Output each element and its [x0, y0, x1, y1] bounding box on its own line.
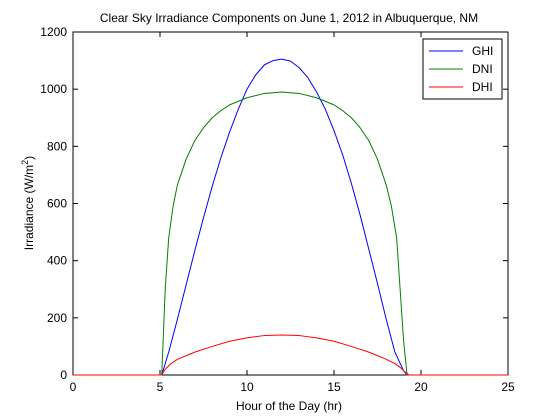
y-tick-label: 1200 [40, 25, 67, 39]
y-tick-label: 800 [47, 139, 67, 153]
x-axis: 0 5 10 15 20 25 [70, 32, 515, 394]
x-tick-label: 15 [327, 380, 341, 394]
x-tick-label: 10 [240, 380, 254, 394]
y-axis-title-main: Irradiance (W/m [22, 165, 36, 250]
series-line-dhi [73, 334, 508, 376]
chart-title: Clear Sky Irradiance Components on June … [100, 11, 478, 25]
y-axis-title-end: ) [22, 156, 36, 160]
legend-label-ghi: GHI [472, 44, 493, 58]
x-tick-label: 0 [70, 380, 77, 394]
x-tick-label: 20 [414, 380, 428, 394]
legend-label-dhi: DHI [472, 80, 493, 94]
y-axis: 0 200 400 600 800 1000 1200 [40, 25, 508, 382]
legend: GHI DNI DHI [422, 38, 503, 100]
y-tick-label: 200 [47, 311, 67, 325]
y-axis-title-superscript: 2 [20, 160, 30, 165]
y-tick-label: 1000 [40, 82, 67, 96]
y-tick-label: 600 [47, 197, 67, 211]
series-line-ghi [73, 58, 508, 376]
x-axis-title: Hour of the Day (hr) [236, 399, 342, 413]
x-tick-label: 25 [501, 380, 515, 394]
y-tick-label: 0 [60, 368, 67, 382]
series-layer [73, 58, 508, 376]
legend-label-dni: DNI [472, 62, 493, 76]
x-tick-label: 5 [157, 380, 164, 394]
y-tick-label: 400 [47, 254, 67, 268]
series-line-dni [73, 91, 508, 376]
y-axis-title: Irradiance (W/m2) [20, 156, 36, 250]
